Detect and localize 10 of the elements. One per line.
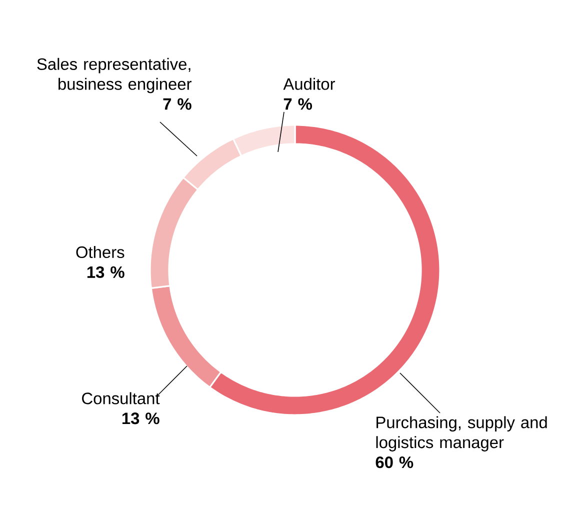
slice-label: Others <box>76 246 124 258</box>
slice-label: Consultant <box>82 392 160 404</box>
data-label: 13 % <box>87 266 124 278</box>
data-label: 13 % <box>122 412 160 424</box>
slice-label: Sales representative, business engineer <box>37 58 192 94</box>
data-label: 7 % <box>163 98 192 110</box>
slice-label: Purchasing, supply and logistics manager <box>376 416 547 452</box>
slice-label: Auditor <box>283 78 336 90</box>
data-label: 7 % <box>284 98 312 110</box>
data-label: 60 % <box>376 456 414 468</box>
